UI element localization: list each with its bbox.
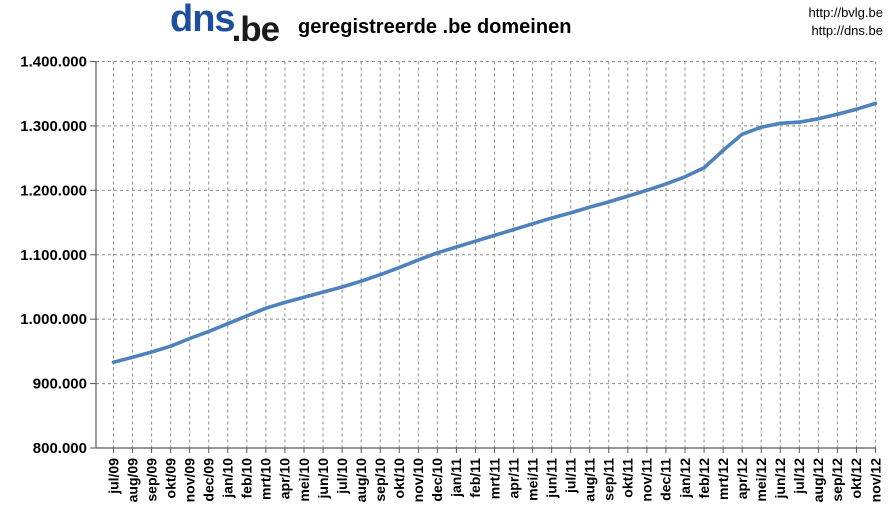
y-tick-label: 1.100.000 (20, 247, 87, 264)
x-gridlines (113, 61, 876, 448)
y-tick-label: 1.300.000 (20, 118, 87, 135)
x-tick-label: apr/12 (734, 458, 750, 499)
dnsbe-logo: dns.be (170, 0, 282, 49)
x-tick-label: aug/09 (124, 458, 140, 503)
y-tick-label: 900.000 (33, 376, 87, 393)
data-series (111, 101, 878, 365)
x-tick-label: aug/11 (582, 458, 598, 502)
x-tick-label: jul/12 (791, 458, 807, 495)
x-tick-label: jun/10 (315, 458, 331, 500)
x-tick-label: aug/12 (810, 458, 826, 503)
y-axis-labels: 800.000 900.000 1.000.000 1.100.000 1.200.00… (20, 54, 87, 458)
x-tick-label: dec/10 (429, 458, 445, 502)
chart-title: geregistreerde .be domeinen (298, 16, 572, 38)
x-tick-label: jan/12 (677, 458, 693, 499)
x-tick-label: jul/11 (562, 458, 578, 494)
x-tick-label: nov/10 (410, 458, 426, 503)
x-tick-label: nov/11 (639, 458, 655, 502)
x-tick-label: okt/12 (848, 458, 864, 499)
y-tick-label: 1.000.000 (20, 311, 87, 328)
x-tick-label: feb/12 (696, 458, 712, 499)
x-tick-label: jan/10 (220, 458, 236, 499)
x-tick-label: feb/11 (467, 458, 483, 498)
x-tick-label: nov/09 (181, 458, 197, 503)
x-tick-label: jul/09 (105, 458, 121, 495)
x-tick-label: jan/11 (448, 458, 464, 498)
x-tick-label: feb/10 (239, 458, 255, 499)
logo-dns-text: dns (170, 0, 236, 40)
x-tick-label: okt/11 (620, 458, 636, 498)
x-tick-label: sep/11 (601, 458, 617, 501)
x-tick-label: dec/09 (201, 458, 217, 502)
x-tick-label: mei/11 (524, 458, 540, 501)
x-tick-label: mrt/11 (486, 458, 502, 499)
registered-domains-line (111, 101, 878, 365)
x-tick-label: dec/11 (658, 458, 674, 501)
x-tick-label: jun/11 (543, 458, 559, 499)
x-tick-label: mei/12 (753, 458, 769, 502)
x-tick-label: okt/10 (391, 458, 407, 499)
x-tick-label: jun/12 (772, 458, 788, 500)
x-tick-label: aug/10 (353, 458, 369, 503)
dns-url-text: http://dns.be (811, 23, 883, 38)
bvlg-url-text: http://bvlg.be (808, 5, 883, 20)
x-tick-label: mrt/10 (258, 458, 274, 500)
x-tick-label: apr/10 (277, 458, 293, 499)
y-gridlines (96, 61, 876, 385)
x-axis-labels: jul/09 aug/09 sep/09 okt/09 nov/09 dec/09 jan/… (105, 458, 883, 503)
x-tick-label: jul/10 (334, 458, 350, 495)
y-tick-label: 1.400.000 (20, 54, 87, 71)
x-tick-label: okt/09 (162, 458, 178, 499)
x-tick-label: sep/10 (372, 458, 388, 502)
logo-be-text: .be (231, 10, 281, 49)
y-tick-label: 1.200.000 (20, 182, 87, 199)
x-tick-label: sep/09 (143, 458, 159, 502)
source-links: http://bvlg.be http://dns.be (809, 4, 883, 40)
x-tick-label: sep/12 (829, 458, 845, 502)
x-tick-label: nov/12 (867, 458, 883, 503)
x-tick-label: mei/10 (296, 458, 312, 502)
x-tick-label: mrt/12 (715, 458, 731, 500)
y-tick-label: 800.000 (33, 440, 87, 457)
x-tick-label: apr/11 (505, 458, 521, 499)
axis-tick-marks (90, 61, 876, 453)
